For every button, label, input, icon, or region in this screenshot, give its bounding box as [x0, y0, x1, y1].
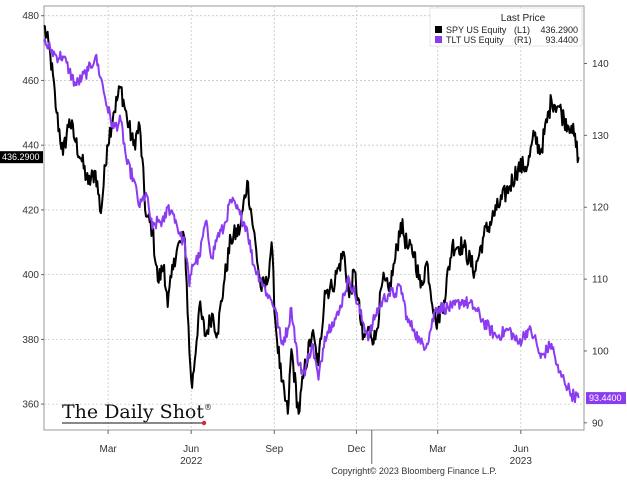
x-tick-label: Jun [513, 444, 529, 455]
x-tick-label: Mar [429, 444, 447, 455]
left-tick-label: 380 [22, 335, 39, 346]
left-y-axis: 360 380 400 420 440 460 480 [22, 11, 44, 411]
right-tick-label: 100 [592, 346, 609, 357]
left-tick-label: 420 [22, 205, 39, 216]
the-daily-shot-logo: The Daily Shot ® [62, 401, 212, 426]
left-tick-label: 440 [22, 141, 39, 152]
right-tick-label: 130 [592, 131, 609, 142]
logo-registered-mark: ® [204, 403, 212, 412]
right-y-axis: 90 100 110 120 130 140 [584, 59, 609, 429]
left-tick-label: 460 [22, 76, 39, 87]
callout-left-label: 436.2900 [2, 152, 40, 162]
legend-swatch-tlt [435, 36, 442, 43]
left-tick-label: 480 [22, 11, 39, 22]
year-label: 2023 [510, 456, 533, 467]
right-tick-label: 90 [592, 418, 604, 429]
legend-axis-tlt: (R1) [514, 35, 532, 45]
last-value-callout-right: 93.4400 [586, 392, 626, 405]
logo-text: The Daily Shot [62, 401, 204, 423]
callout-right-label: 93.4400 [589, 393, 622, 403]
x-tick-label: Jun [183, 444, 199, 455]
left-tick-label: 360 [22, 400, 39, 411]
logo-red-dot [201, 420, 207, 426]
legend-axis-spy: (L1) [514, 25, 530, 35]
spy-series-line [43, 24, 580, 415]
legend-name-tlt: TLT US Equity [446, 35, 504, 45]
x-tick-label: Dec [348, 444, 366, 455]
x-tick-label: Sep [265, 444, 283, 455]
series-layer [43, 24, 580, 415]
legend-name-spy: SPY US Equity [446, 25, 507, 35]
legend-value-tlt: 93.4400 [545, 35, 578, 45]
legend-value-spy: 436.2900 [540, 25, 578, 35]
right-tick-label: 120 [592, 203, 609, 214]
right-tick-label: 110 [592, 275, 608, 286]
x-tick-label: Mar [99, 444, 117, 455]
callout-right-background [586, 392, 626, 405]
legend-swatch-spy [435, 26, 442, 33]
year-label: 2022 [180, 456, 203, 467]
callout-left-background [0, 151, 43, 164]
tlt-series-line [43, 38, 580, 404]
plot-frame [43, 5, 585, 431]
last-value-callout-left: 436.2900 [0, 151, 43, 164]
legend-box [429, 7, 583, 47]
right-tick-label: 140 [592, 59, 609, 70]
legend: Last Price SPY US Equity (L1) 436.2900 T… [429, 7, 583, 47]
copyright-text: Copyright© 2023 Bloomberg Finance L.P. [331, 466, 497, 476]
legend-title: Last Price [501, 13, 546, 24]
left-tick-label: 400 [22, 270, 39, 281]
